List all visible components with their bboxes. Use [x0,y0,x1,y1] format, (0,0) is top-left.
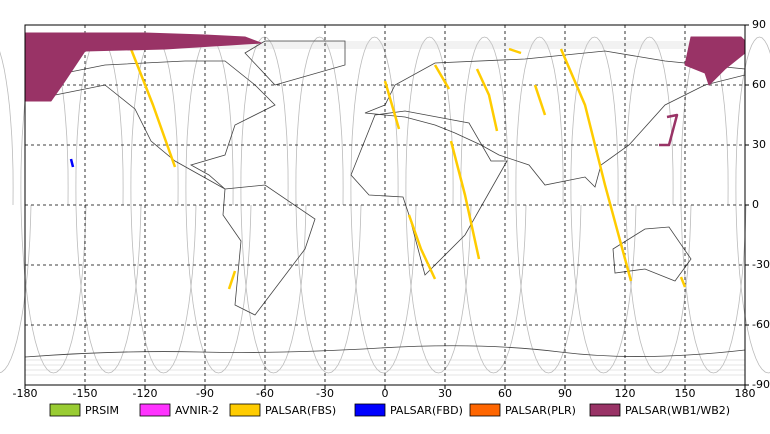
y-tick-label: 30 [752,138,766,151]
x-tick-label: 180 [735,387,756,400]
swath-track [69,158,75,168]
legend-label: PALSAR(FBD) [390,404,463,417]
legend-label: PALSAR(PLR) [505,404,576,417]
swath-track [227,270,237,290]
swath-track [508,47,522,55]
eurasia [364,50,746,188]
swath-track [659,113,679,147]
y-tick-label: -90 [752,378,770,391]
x-tick-label: -30 [316,387,334,400]
legend-swatch [139,403,171,417]
swaths [24,32,746,290]
swath-track [679,276,687,288]
swath-area [684,36,746,86]
x-tick-label: 150 [675,387,696,400]
x-tick-label: -150 [73,387,98,400]
y-tick-label: -60 [752,318,770,331]
antarctica [24,345,746,358]
legend-label: AVNIR-2 [175,404,219,417]
north-america [54,60,276,190]
swath-track [433,64,451,90]
y-tick-label: -30 [752,258,770,271]
australia [612,226,692,282]
orbit-track [515,36,582,374]
x-tick-label: 0 [382,387,389,400]
x-tick-label: -60 [256,387,274,400]
legend-label: PRSIM [85,404,119,417]
swath-track [383,80,401,130]
x-tick-label: 90 [558,387,572,400]
orbit-track [130,36,197,374]
x-tick-label: 60 [498,387,512,400]
legend-swatch [589,403,621,417]
x-tick-label: -180 [13,387,38,400]
orbit-track [185,36,252,374]
orbit-track [460,36,527,374]
swath-track [533,84,547,116]
swath-track [129,48,177,168]
y-tick-label: 90 [752,18,766,31]
legend-swatch [49,403,81,417]
x-tick-label: 30 [438,387,452,400]
africa [350,110,508,276]
swath-track [559,48,633,282]
swath-track [449,140,481,260]
swath-area [24,32,262,102]
x-tick-label: -90 [196,387,214,400]
legend-label: PALSAR(WB1/WB2) [625,404,730,417]
swath-track [475,68,499,132]
ticks: -180 -150 -120 -90 -60 -30 0 30 60 90 120 150 180-90… [13,18,770,400]
legend-swatch [469,403,501,417]
legend-swatch [354,403,386,417]
x-tick-label: -120 [133,387,158,400]
south-america [222,184,316,316]
x-tick-label: 120 [615,387,636,400]
legend: PRSIM AVNIR-2 PALSAR(FBS) PALSAR(FBD) PALSAR… [49,403,730,417]
legend-label: PALSAR(FBS) [265,404,336,417]
y-tick-label: 0 [752,198,759,211]
legend-swatch [229,403,261,417]
y-tick-label: 60 [752,78,766,91]
coastlines [24,40,746,358]
swath-track [407,214,437,280]
orbit-track [0,51,32,373]
greenland [244,40,346,86]
